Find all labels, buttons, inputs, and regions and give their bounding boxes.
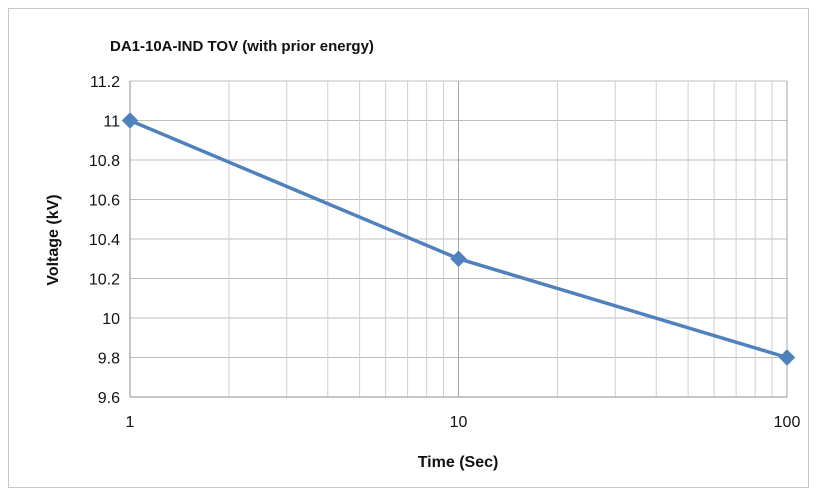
y-tick-label: 9.6	[98, 390, 120, 407]
y-tick-label: 10.2	[89, 272, 120, 289]
y-tick-label: 11.2	[90, 74, 120, 91]
data-point-marker	[778, 349, 796, 366]
series-layer	[121, 112, 796, 366]
x-axis-label: Time (Sec)	[418, 454, 499, 471]
y-tick-label: 10.4	[89, 232, 120, 249]
chart-title: DA1-10A-IND TOV (with prior energy)	[110, 38, 374, 55]
y-tick-label: 9.8	[98, 351, 120, 368]
data-point-marker	[450, 250, 467, 267]
x-tick-label: 10	[450, 414, 468, 431]
y-tick-label: 11	[103, 114, 120, 131]
x-tick-label: 100	[774, 414, 801, 431]
data-point-marker	[121, 112, 139, 129]
y-tick-label: 10.6	[89, 193, 120, 210]
grid	[129, 80, 788, 398]
y-tick-label: 10	[102, 311, 120, 328]
x-tick-label: 1	[126, 414, 135, 431]
y-tick-label: 10.8	[89, 153, 120, 170]
y-axis-label: Voltage (kV)	[45, 194, 62, 285]
tick-labels: 9.6 9.8 10 10.2 10.4 10.6 10.8 11 11.2 1 10 100	[89, 74, 801, 431]
